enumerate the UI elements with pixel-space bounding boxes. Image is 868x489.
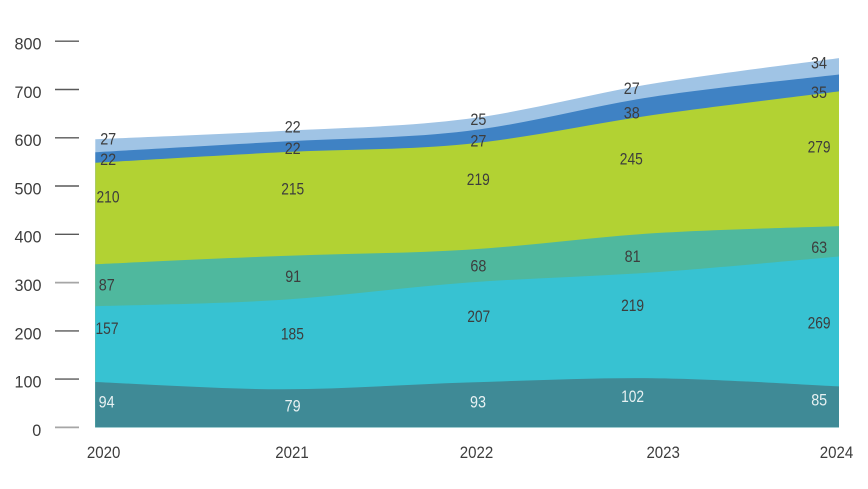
svg-text:800: 800 xyxy=(15,35,42,53)
svg-text:93: 93 xyxy=(470,394,486,412)
svg-text:2023: 2023 xyxy=(646,444,680,462)
svg-text:79: 79 xyxy=(285,398,301,416)
svg-text:0: 0 xyxy=(32,422,41,440)
svg-text:100: 100 xyxy=(15,374,42,392)
svg-text:81: 81 xyxy=(625,248,641,266)
svg-text:63: 63 xyxy=(811,239,827,257)
svg-text:600: 600 xyxy=(15,132,42,150)
svg-text:27: 27 xyxy=(624,80,640,98)
svg-text:22: 22 xyxy=(285,118,301,136)
svg-text:94: 94 xyxy=(99,393,115,411)
svg-text:185: 185 xyxy=(281,325,304,343)
svg-text:245: 245 xyxy=(620,151,643,169)
svg-text:279: 279 xyxy=(808,138,831,156)
svg-text:102: 102 xyxy=(621,388,644,406)
svg-text:68: 68 xyxy=(470,257,486,275)
svg-text:27: 27 xyxy=(100,131,116,149)
svg-text:400: 400 xyxy=(15,229,42,247)
svg-text:207: 207 xyxy=(467,308,490,326)
svg-text:210: 210 xyxy=(97,188,120,206)
svg-text:22: 22 xyxy=(100,151,116,169)
svg-text:38: 38 xyxy=(624,105,640,123)
svg-text:500: 500 xyxy=(15,180,42,198)
svg-text:87: 87 xyxy=(99,277,115,295)
svg-text:200: 200 xyxy=(15,325,42,343)
svg-text:219: 219 xyxy=(621,297,644,315)
svg-text:215: 215 xyxy=(281,181,304,199)
svg-text:27: 27 xyxy=(470,132,486,150)
svg-text:2020: 2020 xyxy=(87,444,121,462)
svg-text:269: 269 xyxy=(808,314,831,332)
svg-text:34: 34 xyxy=(811,55,827,73)
svg-text:85: 85 xyxy=(811,391,827,409)
svg-text:22: 22 xyxy=(285,140,301,158)
svg-text:2022: 2022 xyxy=(460,444,494,462)
svg-text:219: 219 xyxy=(467,171,490,189)
svg-text:25: 25 xyxy=(470,111,486,129)
svg-text:91: 91 xyxy=(285,268,301,286)
svg-text:2021: 2021 xyxy=(275,444,309,462)
svg-text:300: 300 xyxy=(15,277,42,295)
svg-text:35: 35 xyxy=(811,84,827,102)
svg-text:700: 700 xyxy=(15,84,42,102)
svg-text:157: 157 xyxy=(96,320,119,338)
svg-text:2024: 2024 xyxy=(820,444,854,462)
